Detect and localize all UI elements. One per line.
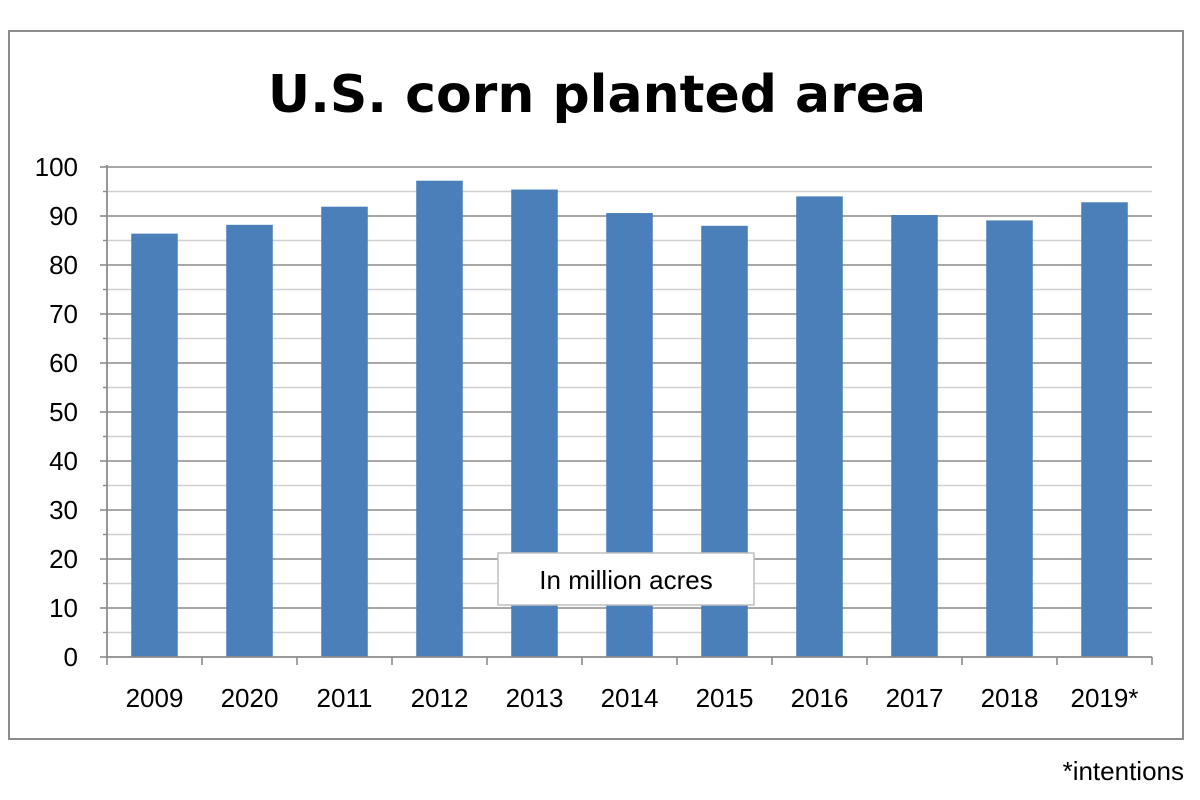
x-tick-label: 2015 [696, 683, 754, 713]
y-tick-label: 100 [35, 152, 78, 182]
bar-2020 [226, 224, 273, 657]
y-tick-label: 90 [49, 201, 78, 231]
y-tick-label: 70 [49, 299, 78, 329]
bar-2018 [986, 220, 1033, 657]
x-tick-label: 2019* [1071, 683, 1139, 713]
y-tick-label: 30 [49, 495, 78, 525]
y-tick-label: 10 [49, 593, 78, 623]
bar-2017 [891, 215, 938, 657]
x-axis-ticks: 2009 2020 2011 2012 2013 2014 2015 2016 2017 2018… [106, 657, 1153, 713]
x-tick-label: 2012 [411, 683, 469, 713]
x-tick-label: 2014 [601, 683, 659, 713]
y-tick-label: 20 [49, 544, 78, 574]
x-tick-label: 2017 [886, 683, 944, 713]
axes [106, 165, 1152, 658]
units-annotation: In million acres [497, 552, 755, 606]
units-annotation-box [497, 552, 755, 606]
y-tick-label: 40 [49, 446, 78, 476]
y-tick-label: 50 [49, 397, 78, 427]
bar-2019 [1081, 202, 1128, 657]
chart-title: U.S. corn planted area [268, 65, 926, 125]
y-tick-label: 0 [64, 642, 78, 672]
bar-2009 [131, 233, 178, 657]
x-tick-label: 2011 [317, 683, 373, 713]
x-tick-label: 2018 [981, 683, 1039, 713]
x-tick-label: 2009 [126, 683, 184, 713]
bar-2011 [321, 206, 368, 657]
footnote: *intentions [1062, 756, 1184, 786]
units-annotation-text: In million acres [539, 565, 712, 595]
x-tick-label: 2016 [791, 683, 849, 713]
x-tick-label: 2013 [506, 683, 564, 713]
y-tick-label: 80 [49, 250, 78, 280]
y-tick-label: 60 [49, 348, 78, 378]
x-tick-label: 2020 [221, 683, 279, 713]
bar-2016 [796, 196, 843, 657]
y-axis-ticks: 0 10 20 30 40 50 60 70 80 90 100 [35, 152, 107, 672]
bar-2012 [416, 180, 463, 657]
